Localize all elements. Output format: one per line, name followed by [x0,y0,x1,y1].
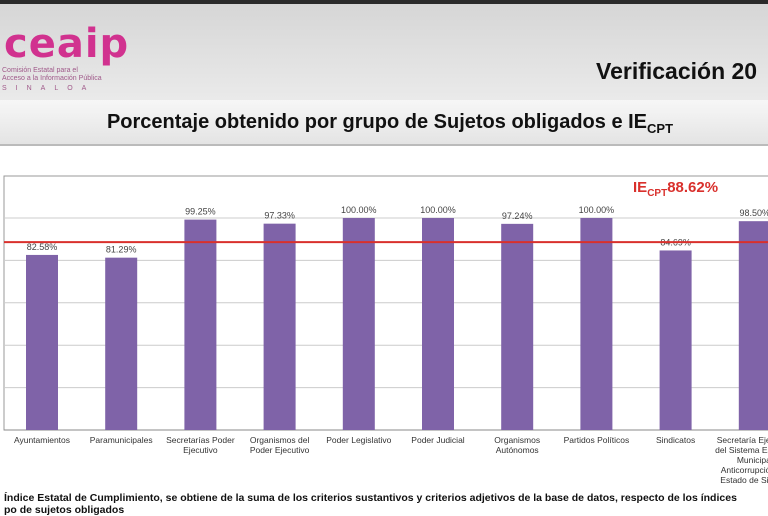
category-label: Ejecutivo [183,445,218,455]
category-label: Municipal [737,455,768,465]
category-label: Secretarías Poder [166,435,235,445]
reference-line-label: IECPT88.62% [633,179,718,199]
top-bar [0,0,768,4]
bar [263,223,296,430]
bar [342,218,375,430]
category-label: Autónomos [496,445,539,455]
category-label: Organismos [494,435,540,445]
header: ceaip Comisión Estatal para el Acceso a … [0,4,768,100]
category-label: Secretaría Ejecutiva [717,435,768,445]
reference-label-prefix: IE [633,179,647,196]
category-label: Ayuntamientos [14,435,70,445]
logo-subtitle-1: Comisión Estatal para el [2,67,78,74]
footnote-line-1: Índice Estatal de Cumplimiento, se obtie… [4,492,737,504]
bar-chart: 82.58% Ayuntamientos 81.29% Paramunicipales… [3,175,768,485]
data-label: 82.58% [27,242,58,252]
data-label: 97.33% [264,211,295,221]
page-title: Verificación 20 [596,58,758,84]
ceaip-logo: ceaip [4,21,130,67]
footnote-line-2: po de sujetos obligados [4,504,125,516]
bar [659,250,692,430]
chart-title-sub: CPT [647,121,674,136]
chart-title-text: Porcentaje obtenido por grupo de Sujetos… [106,111,648,133]
bar [184,219,217,430]
chart-title: Porcentaje obtenido por grupo de Sujetos… [0,111,768,136]
category-label: Poder Ejecutivo [250,445,310,455]
bar [580,218,613,430]
category-label: Poder Legislativo [326,435,391,445]
bar [105,257,138,430]
data-label: 97.24% [502,211,533,221]
category-label: Partidos Políticos [564,435,630,445]
bar [26,254,58,430]
category-label: Anticorrupción del [721,465,768,475]
subtitle-band [0,100,768,146]
category-label: del Sistema Estatal y [715,445,768,455]
category-label: Estado de Sinaloa [720,475,768,485]
data-label: 100.00% [420,205,456,215]
data-label: 100.00% [579,205,615,215]
logo-subtitle-2: Acceso a la Información Pública [2,75,102,82]
category-label: Organismos del [250,435,310,445]
category-label: Sindicatos [656,435,695,445]
data-label: 81.29% [106,245,137,255]
bar [738,221,768,430]
data-label: 100.00% [341,205,377,215]
category-label: Poder Judicial [411,435,465,445]
reference-label-value: 88.62% [667,179,718,196]
logo-subtitle: Comisión Estatal para el Acceso a la Inf… [2,67,122,93]
data-label: 99.25% [185,207,216,217]
reference-label-sub: CPT [647,188,667,199]
logo-subtitle-3: SINALOA [2,85,96,92]
category-label: Paramunicipales [90,435,153,445]
bar [501,223,534,430]
data-label: 98.50% [740,208,768,218]
bar [422,218,454,430]
